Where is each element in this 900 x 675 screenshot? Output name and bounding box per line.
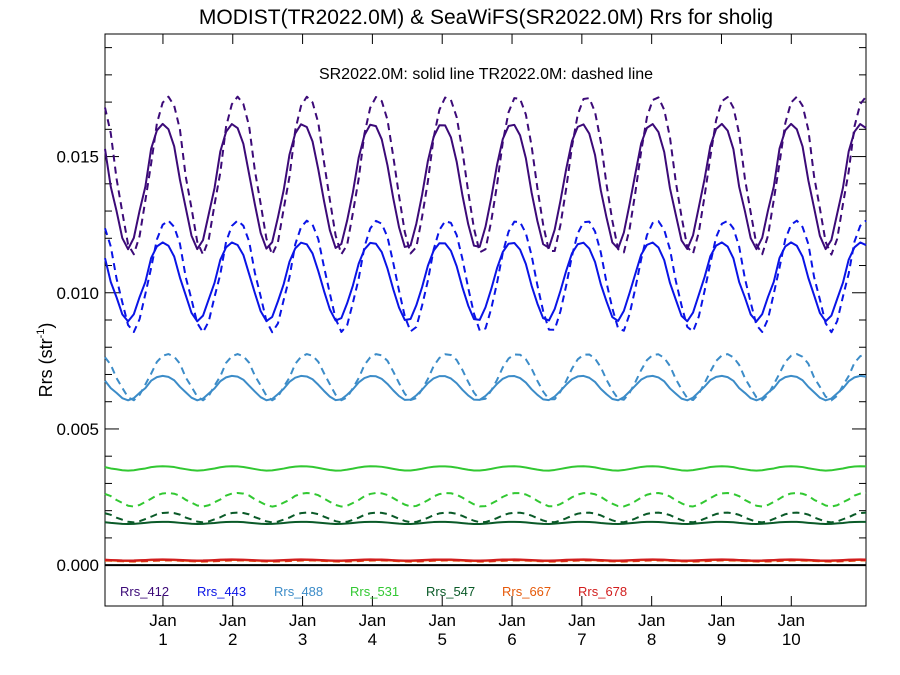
series-line-rrs-412-dashed: [104, 95, 867, 256]
svg-text:Rrs (str-1): Rrs (str-1): [35, 323, 56, 398]
y-axis-title-superscript: -1: [35, 329, 47, 339]
x-tick-label-year: 10: [782, 630, 801, 649]
x-tick-label-year: 9: [717, 630, 726, 649]
x-tick-label-year: 1: [158, 630, 167, 649]
x-tick-label-year: 2: [228, 630, 237, 649]
x-tick-label-month: Jan: [568, 611, 595, 630]
x-tick-label-year: 7: [577, 630, 586, 649]
legend-entry-rrs-678: Rrs_678: [578, 584, 627, 599]
plot-area: 0.0000.0050.0100.015Jan1Jan2Jan3Jan4Jan5…: [56, 33, 867, 649]
series-line-rrs-547-solid: [104, 520, 867, 526]
legend-entry-rrs-488: Rrs_488: [274, 584, 323, 599]
x-tick-label-month: Jan: [429, 611, 456, 630]
series-line-rrs-443-solid: [104, 241, 867, 323]
series-line-rrs-488-solid: [104, 374, 867, 402]
y-tick-label: 0.015: [56, 148, 99, 167]
y-tick-label: 0.005: [56, 420, 99, 439]
legend-entry-rrs-443: Rrs_443: [197, 584, 246, 599]
y-axis-title-main: Rrs (str: [36, 338, 56, 397]
x-tick-label-month: Jan: [708, 611, 735, 630]
legend-entry-rrs-531: Rrs_531: [350, 584, 399, 599]
x-tick-label-year: 8: [647, 630, 656, 649]
legend-entry-rrs-667: Rrs_667: [502, 584, 551, 599]
series-line-rrs-412-solid: [104, 122, 867, 251]
x-tick-label-year: 3: [298, 630, 307, 649]
x-tick-label-year: 6: [507, 630, 516, 649]
y-tick-label: 0.000: [56, 556, 99, 575]
y-axis-title-close: ): [36, 323, 56, 329]
x-tick-label-month: Jan: [289, 611, 316, 630]
x-tick-label-month: Jan: [778, 611, 805, 630]
chart-title: MODIST(TR2022.0M) & SeaWiFS(SR2022.0M) R…: [199, 6, 773, 29]
series-line-rrs-488-dashed: [104, 353, 867, 402]
series-line-rrs-547-dashed: [104, 511, 867, 524]
legend-entry-rrs-412: Rrs_412: [120, 584, 169, 599]
line-style-annotation: SR2022.0M: solid line TR2022.0M: dashed …: [319, 66, 653, 83]
series-line-rrs-531-dashed: [104, 491, 867, 508]
series-line-rrs-531-solid: [104, 465, 867, 472]
x-tick-label-month: Jan: [149, 611, 176, 630]
x-tick-label-year: 4: [368, 630, 377, 649]
series-line-rrs-443-dashed: [104, 219, 867, 334]
x-tick-label-month: Jan: [359, 611, 386, 630]
x-tick-label-month: Jan: [219, 611, 246, 630]
series-line-rrs-678-dashed: [104, 558, 867, 563]
x-tick-label-year: 5: [437, 630, 446, 649]
x-tick-label-month: Jan: [638, 611, 665, 630]
x-tick-label-month: Jan: [498, 611, 525, 630]
y-tick-label: 0.010: [56, 284, 99, 303]
legend-entry-rrs-547: Rrs_547: [426, 584, 475, 599]
y-axis-title: Rrs (str-1): [35, 323, 56, 398]
